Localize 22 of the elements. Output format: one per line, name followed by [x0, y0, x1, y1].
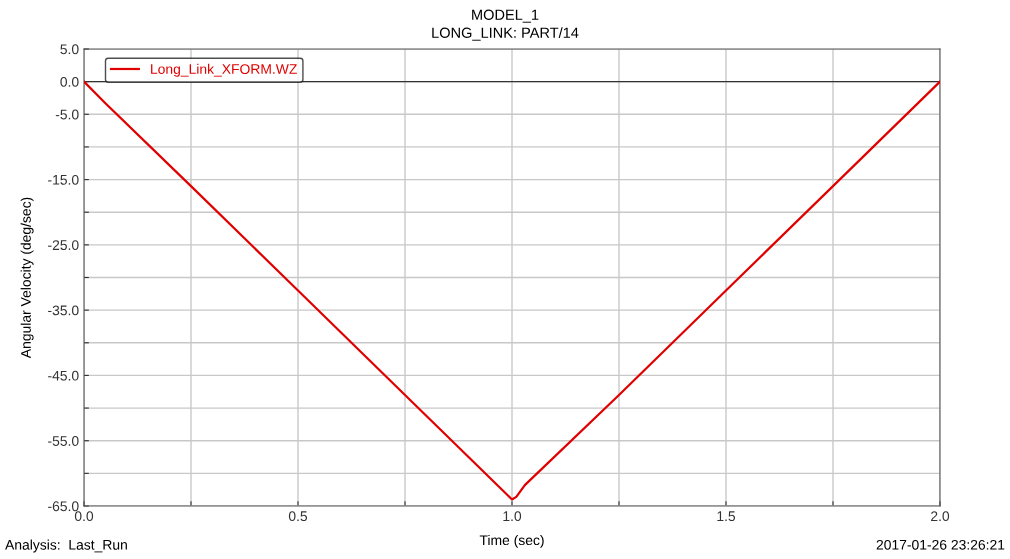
chart-title: MODEL_1 [472, 9, 539, 23]
y-tick-label: 5.0 [60, 44, 79, 55]
y-tick-label: -35.0 [48, 305, 79, 316]
text: 2017-01-26 23:26:21 [876, 539, 1005, 550]
text: Analysis: Last_Run [5, 539, 127, 553]
y-tick-label: 0.0 [60, 76, 79, 87]
y-tick-label: -65.0 [48, 501, 79, 512]
chart-subtitle: LONG_LINK: PART/14 [432, 27, 579, 41]
y-axis-title: Angular Velocity (deg/sec) [20, 197, 34, 359]
y-tick-label: -15.0 [48, 174, 79, 185]
y-tick-label: -5.0 [55, 109, 79, 120]
y-tick-label: -25.0 [48, 240, 79, 251]
x-tick-label: 1.0 [503, 511, 522, 522]
x-tick-label: 2.0 [931, 511, 950, 522]
y-tick-label: -45.0 [48, 370, 79, 381]
x-axis-title: Time (sec) [479, 534, 544, 548]
y-tick-label: -55.0 [48, 436, 79, 446]
x-tick-label: 0.0 [74, 511, 94, 522]
x-tick-label: 0.5 [288, 511, 308, 522]
legend-label: Long_Link_XFORM.WZ [151, 63, 297, 77]
line-series [84, 80, 940, 501]
x-tick-label: 1.5 [717, 511, 736, 522]
